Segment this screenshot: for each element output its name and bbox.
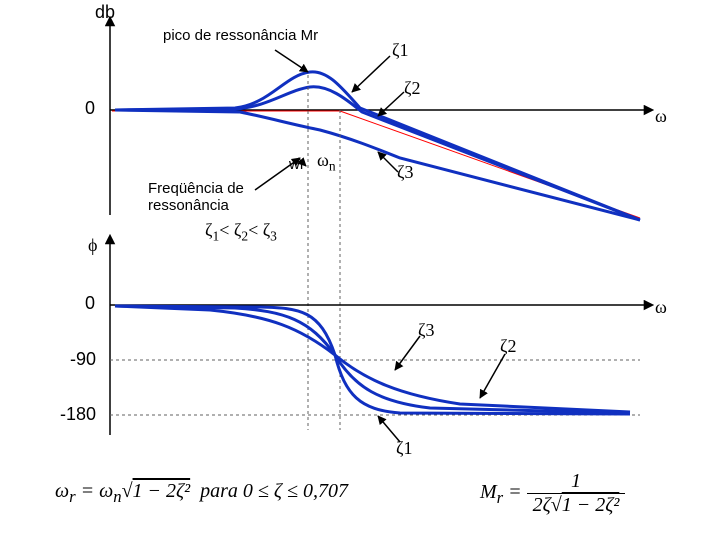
phase-curve-zeta1 (115, 306, 630, 414)
phase-tick-180: -180 (60, 404, 96, 425)
label-zeta3-mag: ζ3 (397, 162, 413, 183)
label-zeta1-phase: ζ1 (396, 438, 412, 459)
arrow-zeta2-mag (378, 92, 404, 116)
formula-mr: Mr = 12ζ√1 − 2ζ² (480, 470, 625, 517)
label-wr: wr (289, 156, 305, 173)
phase-tick-90: -90 (70, 349, 96, 370)
label-zeta3-phase: ζ3 (418, 320, 434, 341)
arrow-zeta2-phase (480, 354, 505, 398)
figure-container: db ω 0 pico de ressonância Mr ζ1 ζ2 ζ3 F… (0, 0, 720, 540)
label-zeta1-mag: ζ1 (392, 40, 408, 61)
phase-y-label: ϕ (88, 235, 97, 256)
label-wn: ωn (317, 150, 336, 175)
label-inequality: ζ1< ζ2< ζ3 (205, 220, 277, 245)
arrow-zeta3-phase (395, 336, 420, 370)
label-zeta2-phase: ζ2 (500, 336, 516, 357)
arrow-peak (275, 50, 308, 72)
label-peak: pico de ressonância Mr (163, 27, 318, 44)
mag-x-label: ω (655, 106, 667, 127)
label-zeta2-mag: ζ2 (404, 78, 420, 99)
phase-plot (110, 238, 650, 442)
phase-x-label: ω (655, 297, 667, 318)
mag-tick-0: 0 (85, 98, 95, 119)
formula-wr: ωr = ωn√1 − 2ζ² para 0 ≤ ζ ≤ 0,707 (55, 480, 348, 507)
figure-svg (0, 0, 720, 540)
phase-curve-zeta3 (115, 306, 630, 412)
mag-y-label: db (95, 2, 115, 23)
arrow-zeta1-mag (352, 56, 390, 92)
phase-curve-zeta2 (115, 306, 630, 413)
phase-curves (115, 306, 630, 414)
label-freq-res: Freqüência deressonância (148, 180, 244, 215)
phase-tick-0: 0 (85, 293, 95, 314)
